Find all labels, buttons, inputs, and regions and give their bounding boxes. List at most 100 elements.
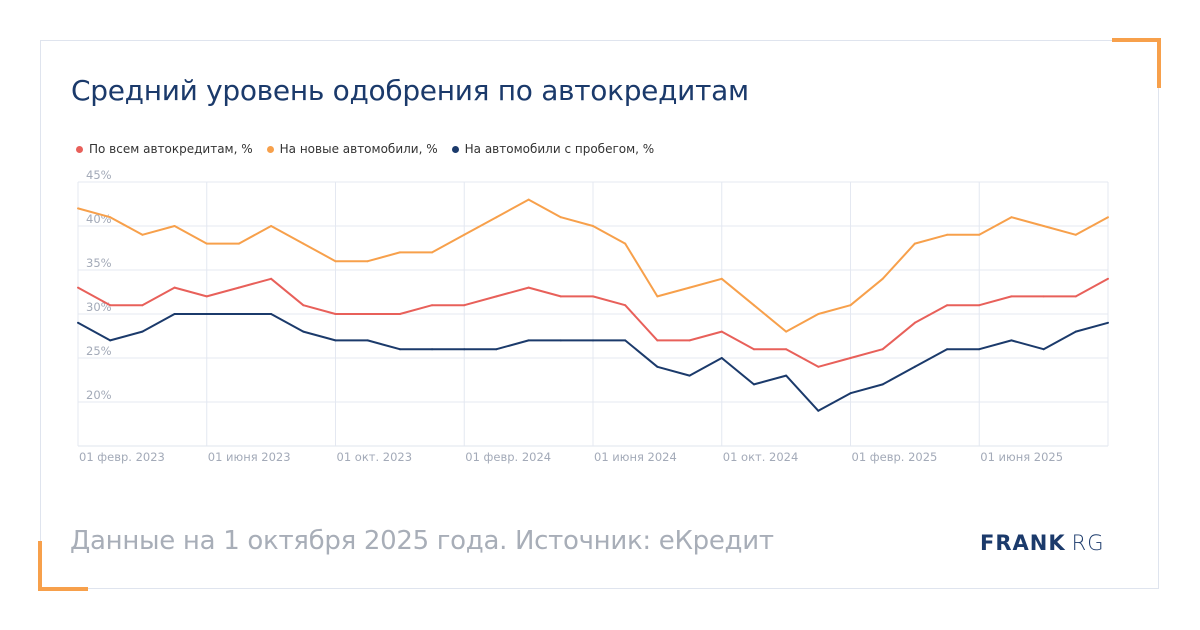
data-point	[205, 313, 208, 315]
data-point	[656, 339, 659, 342]
data-point	[173, 313, 176, 315]
data-point	[817, 409, 820, 412]
data-point	[1074, 295, 1077, 298]
data-point	[1074, 233, 1077, 236]
y-tick-label: 25%	[86, 344, 112, 358]
x-tick-label: 01 июня 2025	[980, 450, 1063, 464]
data-point	[752, 348, 755, 351]
y-tick-label: 35%	[86, 256, 112, 270]
data-point	[495, 348, 498, 351]
data-point	[398, 348, 401, 351]
data-point	[913, 321, 916, 324]
data-point	[624, 339, 627, 342]
data-point	[1107, 277, 1109, 280]
data-point	[109, 304, 112, 307]
legend: По всем автокредитам, % На новые автомоб…	[76, 142, 654, 156]
legend-item-used: На автомобили с пробегом, %	[451, 142, 654, 156]
data-point	[559, 339, 562, 342]
data-point	[431, 304, 434, 307]
data-point	[785, 348, 788, 351]
data-point	[817, 365, 820, 368]
logo-suffix: RG	[1071, 531, 1105, 555]
data-point	[527, 339, 530, 342]
source-note: Данные на 1 октября 2025 года. Источник:…	[70, 526, 774, 556]
data-point	[334, 339, 337, 342]
x-tick-label: 01 февр. 2023	[79, 450, 165, 464]
data-point	[366, 339, 369, 342]
y-tick-label: 30%	[86, 300, 112, 314]
data-point	[173, 286, 176, 289]
data-point	[978, 304, 981, 307]
data-point	[688, 374, 691, 377]
data-point	[237, 242, 240, 245]
data-point	[431, 348, 434, 351]
data-point	[785, 330, 788, 333]
x-tick-label: 01 июня 2023	[208, 450, 291, 464]
data-point	[77, 286, 79, 289]
data-point	[946, 348, 949, 351]
data-point	[463, 348, 466, 351]
data-point	[849, 304, 852, 307]
data-point	[1010, 295, 1013, 298]
data-point	[720, 357, 723, 359]
data-point	[1107, 321, 1109, 324]
data-point	[656, 365, 659, 368]
data-point	[978, 233, 981, 236]
data-point	[624, 304, 627, 307]
data-point	[752, 304, 755, 307]
data-point	[592, 339, 594, 342]
data-point	[946, 304, 949, 307]
data-point	[109, 216, 112, 219]
data-point	[720, 330, 723, 333]
y-tick-label: 20%	[86, 388, 112, 402]
data-point	[817, 313, 820, 315]
corner-accent-top-right	[1112, 38, 1161, 42]
data-point	[366, 260, 369, 263]
data-point	[398, 313, 401, 315]
corner-accent-top-right	[1157, 38, 1161, 88]
data-point	[913, 242, 916, 245]
data-point	[463, 304, 466, 307]
data-point	[109, 339, 112, 342]
y-tick-label: 45%	[86, 168, 112, 182]
data-point	[302, 330, 305, 333]
data-point	[688, 339, 691, 342]
data-point	[1042, 348, 1045, 351]
legend-dot	[266, 145, 274, 153]
data-point	[205, 242, 208, 245]
data-point	[592, 225, 594, 227]
data-point	[881, 383, 884, 386]
corner-accent-bottom-left	[38, 541, 42, 591]
data-point	[302, 304, 305, 307]
data-point	[398, 251, 401, 254]
chart-card	[40, 40, 1159, 589]
legend-dot	[451, 145, 459, 153]
data-point	[366, 313, 369, 315]
data-point	[978, 348, 981, 351]
data-point	[463, 233, 466, 236]
data-point	[270, 313, 273, 315]
data-point	[431, 251, 434, 254]
data-point	[849, 392, 852, 395]
data-point	[237, 286, 240, 289]
data-point	[237, 313, 240, 315]
frank-rg-logo: FRANK RG	[980, 531, 1105, 555]
legend-item-new: На новые автомобили, %	[266, 142, 438, 156]
x-tick-label: 01 февр. 2025	[852, 450, 938, 464]
x-tick-label: 01 февр. 2024	[465, 450, 551, 464]
data-point	[849, 357, 852, 359]
data-point	[141, 330, 144, 333]
data-point	[334, 260, 337, 263]
data-point	[270, 277, 273, 280]
data-point	[1107, 216, 1109, 219]
data-point	[913, 365, 916, 368]
legend-label: По всем автокредитам, %	[89, 142, 253, 156]
data-point	[173, 225, 176, 227]
data-point	[527, 286, 530, 289]
data-point	[205, 295, 208, 298]
data-point	[495, 295, 498, 298]
data-point	[77, 207, 79, 210]
data-point	[527, 198, 530, 201]
legend-label: На новые автомобили, %	[279, 142, 438, 156]
